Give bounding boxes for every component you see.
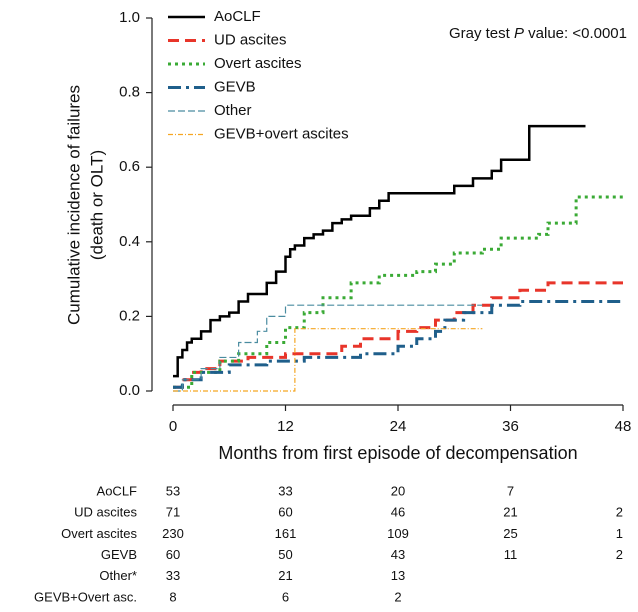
legend-label: GEVB+overt ascites [214, 125, 349, 142]
risk-row-label: AoCLF [97, 483, 138, 498]
x-axis-label: Months from first episode of decompensat… [218, 443, 577, 463]
y-tick-label: 0.0 [119, 382, 140, 399]
risk-value: 53 [166, 483, 180, 498]
risk-value: 33 [278, 483, 292, 498]
legend-label: AoCLF [214, 8, 261, 25]
y-tick-label: 0.8 [119, 84, 140, 101]
risk-value: 1 [616, 526, 623, 541]
risk-value: 46 [391, 505, 405, 520]
y-axis-label: Cumulative incidence of failures [64, 85, 83, 325]
risk-value: 2 [616, 505, 623, 520]
risk-value: 7 [507, 483, 514, 498]
annotation-text: P [514, 25, 524, 42]
risk-value: 21 [278, 568, 292, 583]
risk-value: 109 [387, 526, 409, 541]
step-line [173, 328, 483, 392]
risk-value: 60 [166, 547, 180, 562]
risk-value: 43 [391, 547, 405, 562]
step-line [173, 124, 586, 378]
risk-value: 11 [504, 547, 518, 562]
annotation-text: Gray test [449, 25, 514, 42]
annotation-text: value: <0.0001 [524, 25, 627, 42]
x-tick-label: 48 [615, 418, 632, 435]
risk-value: 71 [166, 505, 180, 520]
risk-value: 2 [616, 547, 623, 562]
step-line [173, 195, 623, 389]
x-tick-label: 24 [390, 418, 407, 435]
risk-row-label: GEVB+Overt asc. [34, 589, 137, 604]
step-line [173, 299, 623, 389]
risk-row-label: Overt ascites [61, 526, 137, 541]
y-tick-label: 0.6 [119, 158, 140, 175]
risk-value: 21 [503, 505, 517, 520]
legend-label: UD ascites [214, 31, 287, 48]
risk-value: 33 [166, 568, 180, 583]
risk-value: 161 [275, 526, 297, 541]
risk-row-label: Other* [99, 568, 137, 583]
legend-label: Other [214, 102, 252, 119]
legend-label: Overt ascites [214, 55, 302, 72]
risk-value: 50 [278, 547, 292, 562]
y-tick-label: 0.4 [119, 233, 140, 250]
risk-row-label: GEVB [101, 547, 137, 562]
step-line [173, 281, 623, 389]
y-tick-label: 1.0 [119, 9, 140, 26]
risk-value: 8 [169, 589, 176, 604]
risk-value: 13 [391, 568, 405, 583]
annotation: Gray test P value: <0.0001 [449, 25, 627, 42]
risk-value: 20 [391, 483, 405, 498]
risk-value: 6 [282, 589, 289, 604]
y-axis-label: (death or OLT) [87, 150, 106, 260]
x-tick-label: 12 [277, 418, 294, 435]
step-line [173, 304, 483, 392]
risk-value: 230 [162, 526, 184, 541]
risk-value: 2 [394, 589, 401, 604]
risk-row-label: UD ascites [74, 505, 137, 520]
risk-value: 25 [503, 526, 517, 541]
x-tick-label: 0 [169, 418, 177, 435]
x-tick-label: 36 [502, 418, 519, 435]
legend-label: GEVB [214, 78, 256, 95]
risk-value: 60 [278, 505, 292, 520]
y-tick-label: 0.2 [119, 307, 140, 324]
